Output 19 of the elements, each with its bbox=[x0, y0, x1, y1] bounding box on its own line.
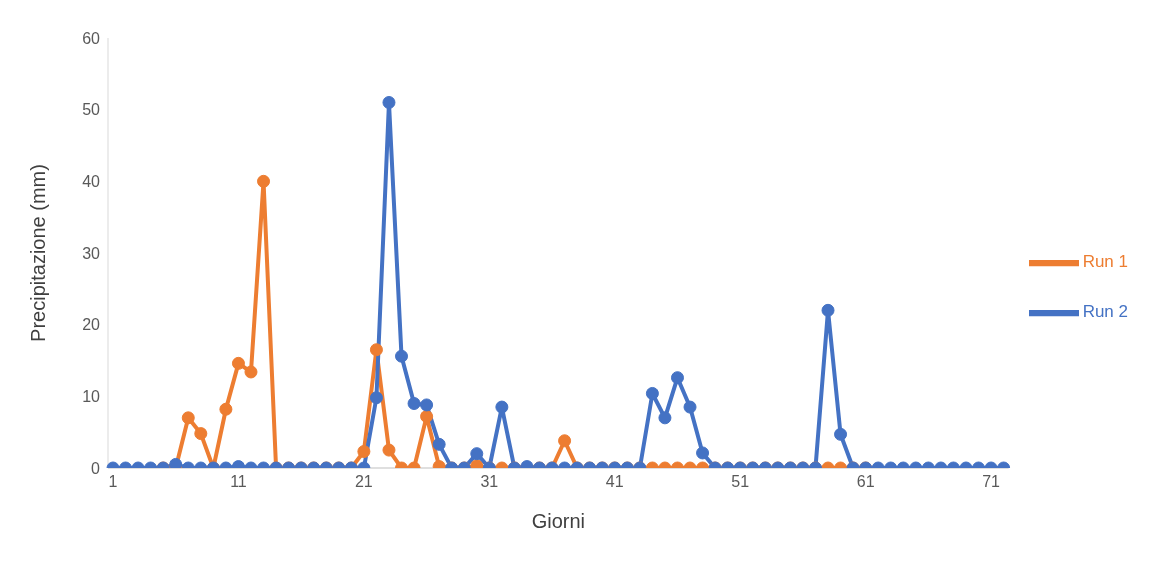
x-tick-label: 1 bbox=[108, 473, 118, 491]
x-tick-label: 61 bbox=[856, 473, 875, 491]
x-tick-label: 41 bbox=[605, 473, 624, 491]
y-axis-title: Precipitazione (mm) bbox=[27, 164, 50, 342]
x-tick-label: 31 bbox=[480, 473, 499, 491]
y-tick-label: 50 bbox=[82, 101, 101, 119]
x-tick-label: 71 bbox=[982, 473, 1001, 491]
y-tick-label: 0 bbox=[91, 459, 101, 477]
y-tick-label: 30 bbox=[82, 244, 101, 262]
x-axis-title: Giorni bbox=[531, 510, 585, 532]
y-tick-label: 60 bbox=[82, 29, 101, 47]
y-tick-label: 40 bbox=[82, 173, 101, 191]
y-tick-label: 10 bbox=[82, 388, 101, 406]
legend-label: Run 2 bbox=[1082, 302, 1128, 322]
x-tick-label: 21 bbox=[354, 473, 373, 491]
x-tick-label: 11 bbox=[230, 473, 247, 491]
x-tick-label: 51 bbox=[731, 473, 750, 491]
legend-label: Run 1 bbox=[1082, 252, 1128, 272]
y-tick-label: 20 bbox=[82, 316, 101, 334]
